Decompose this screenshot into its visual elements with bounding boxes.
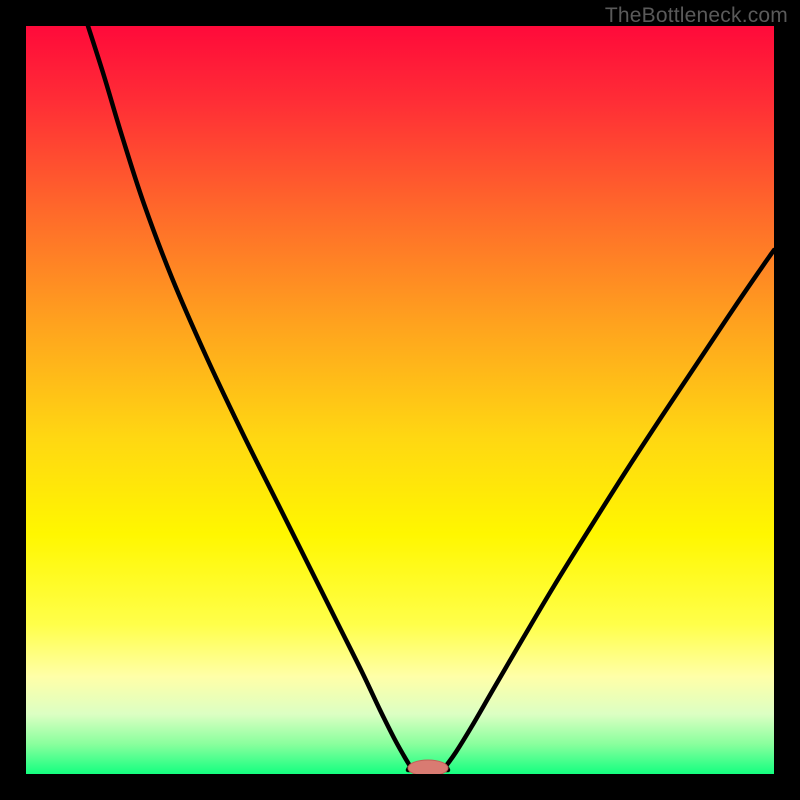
plot-area [26,26,774,774]
bottleneck-curve-chart [26,26,774,774]
optimum-marker [408,760,448,774]
gradient-background [26,26,774,774]
watermark-label: TheBottleneck.com [605,4,788,28]
chart-frame: TheBottleneck.com [0,0,800,800]
